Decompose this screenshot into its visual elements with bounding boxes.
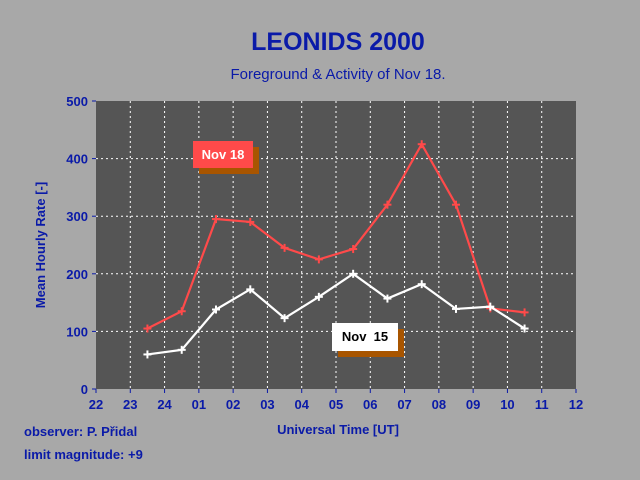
observer-note: observer: P. Přidal xyxy=(24,424,137,439)
chart-subtitle: Foreground & Activity of Nov 18. xyxy=(230,66,445,83)
y-tick-label: 500 xyxy=(66,94,88,109)
data-point xyxy=(486,302,495,311)
data-point xyxy=(417,280,426,289)
legend-nov18-box xyxy=(193,141,253,168)
data-point xyxy=(246,217,255,226)
data-point xyxy=(417,140,426,149)
data-point xyxy=(143,324,152,333)
x-tick-label: 04 xyxy=(294,397,309,412)
y-tick-label: 200 xyxy=(66,267,88,282)
legend-nov15-label: Nov 15 xyxy=(342,329,388,344)
series-layer xyxy=(143,140,529,359)
limit-magnitude-note: limit magnitude: +9 xyxy=(24,447,143,462)
x-tick-label: 01 xyxy=(192,397,206,412)
data-point xyxy=(452,200,460,209)
x-tick-label: 23 xyxy=(123,397,137,412)
data-point xyxy=(349,245,358,254)
data-point xyxy=(212,215,220,224)
y-tick-label: 100 xyxy=(66,324,88,339)
data-point xyxy=(143,350,152,359)
x-tick-label: 08 xyxy=(432,397,446,412)
data-point xyxy=(177,345,186,354)
series-line xyxy=(146,141,525,330)
data-point xyxy=(520,324,529,333)
x-tick-label: 05 xyxy=(329,397,343,412)
data-point xyxy=(280,243,289,252)
axis-ticks: 22 23 24 01 02 03 04 05 06 07 08 09 10 11 12 0 100 200 300… xyxy=(66,94,583,412)
y-axis-label: Mean Hourly Rate [-] xyxy=(33,182,48,308)
x-tick-label: 02 xyxy=(226,397,240,412)
x-tick-label: 24 xyxy=(157,397,172,412)
x-tick-label: 10 xyxy=(500,397,514,412)
y-tick-label: 300 xyxy=(66,209,88,224)
series-line xyxy=(147,272,526,356)
x-tick-label: 07 xyxy=(397,397,411,412)
x-tick-label: 09 xyxy=(466,397,480,412)
x-tick-label: 22 xyxy=(89,397,103,412)
x-tick-label: 12 xyxy=(569,397,583,412)
legend-nov15-box xyxy=(332,323,398,351)
legend-nov15: Nov 15 xyxy=(332,323,404,357)
data-point xyxy=(212,305,220,314)
data-point xyxy=(177,307,186,316)
legend-nov18-label: Nov 18 xyxy=(202,147,245,162)
data-point xyxy=(383,294,392,303)
x-tick-label: 11 xyxy=(535,397,549,412)
x-axis-label: Universal Time [UT] xyxy=(277,422,399,437)
data-point xyxy=(349,269,358,278)
series-1 xyxy=(143,269,529,359)
data-point xyxy=(280,314,289,323)
data-point xyxy=(520,308,529,317)
data-point xyxy=(452,304,460,313)
data-point xyxy=(314,292,323,301)
y-tick-label: 0 xyxy=(81,382,88,397)
x-tick-label: 03 xyxy=(260,397,274,412)
data-point xyxy=(383,200,392,209)
data-point xyxy=(314,255,323,264)
chart-title: LEONIDS 2000 xyxy=(251,28,425,56)
x-tick-label: 06 xyxy=(363,397,377,412)
y-tick-label: 400 xyxy=(66,152,88,167)
data-point xyxy=(246,285,255,294)
legend-nov18: Nov 18 xyxy=(193,141,259,174)
